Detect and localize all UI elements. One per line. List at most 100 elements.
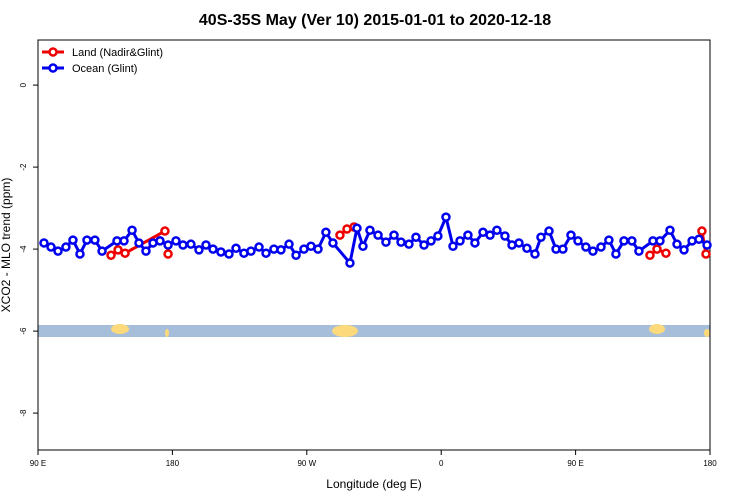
data-point [702,240,712,250]
data-point [697,226,707,236]
data-point [433,231,443,241]
land-strip [38,324,710,337]
legend-marker [48,63,58,73]
data-point [291,250,301,260]
data-point [652,244,662,254]
data-point [365,225,375,235]
data-point [530,249,540,259]
data-point [411,232,421,242]
data-point [97,246,107,256]
legend-marker [48,47,58,57]
data-point [604,235,614,245]
data-point [160,226,170,236]
data-point [46,242,56,252]
data-point [163,240,173,250]
data-point [163,249,173,259]
data-point [284,239,294,249]
x-tick-label: 180 [166,459,180,468]
x-tick-label: 180 [703,459,717,468]
data-point [448,241,458,251]
y-axis-label: XCO2 - MLO trend (ppm) [0,178,13,313]
data-point [470,238,480,248]
data-point [119,236,129,246]
data-point [627,236,637,246]
y-tick-label: -8 [19,409,28,417]
data-point [186,239,196,249]
y-tick-label: -4 [19,245,28,253]
data-point [261,248,271,258]
data-point [321,227,331,238]
data-point [381,237,391,247]
data-point [276,245,286,255]
data-point [373,230,383,240]
data-point [655,236,665,246]
data-point [672,239,682,249]
y-tick-label: -2 [19,163,28,171]
data-point [127,225,137,235]
data-point [463,230,473,240]
data-point [216,247,226,257]
data-point [335,230,345,240]
x-axis-label: Longitude (deg E) [326,477,421,491]
data-point [358,241,368,251]
data-point [141,246,151,256]
data-point [68,235,78,245]
data-point [566,230,576,240]
data-point [113,245,123,255]
data-point [514,238,524,248]
data-point [419,240,429,250]
data-point [313,244,323,254]
data-point [665,225,675,235]
data-point [178,240,188,250]
data-point [701,249,711,259]
x-tick-label: 0 [439,459,444,468]
data-point [254,242,264,252]
data-point [485,230,495,240]
data-point [246,246,256,256]
data-point [634,246,644,256]
legend-label: Ocean (Glint) [72,63,137,75]
x-tick-label: 90 E [567,459,583,468]
data-point [106,250,116,260]
data-point [426,236,436,246]
data-point [536,232,546,242]
data-point [389,230,399,240]
data-point [39,238,49,248]
y-tick-label: 0 [19,82,28,87]
data-point [581,242,591,252]
data-point [345,258,355,268]
data-point [352,223,362,233]
data-point [201,240,211,250]
data-point [619,236,629,246]
data-point [134,238,144,248]
data-point [661,248,671,258]
data-point [588,246,598,256]
data-point [396,237,406,247]
data-point [500,231,510,241]
data-point [90,235,100,245]
data-point [224,249,234,259]
x-tick-label: 90 E [30,459,46,468]
data-point [558,244,568,254]
data-point [522,243,532,254]
data-point [455,236,465,246]
data-point [82,235,92,245]
data-point [328,238,338,248]
data-point [694,234,704,245]
data-point [194,245,204,255]
data-point [404,239,414,249]
data-point [611,249,621,259]
data-point [544,226,554,236]
chart-title: 40S-35S May (Ver 10) 2015-01-01 to 2020-… [199,12,551,29]
data-point [231,243,241,254]
data-point [208,244,218,254]
data-point [492,225,502,235]
x-tick-label: 90 W [297,459,316,468]
y-tick-label: -6 [19,327,28,335]
data-point [645,250,655,260]
data-point [155,236,165,246]
data-point [679,245,689,255]
data-point [53,246,63,256]
data-point [441,212,451,222]
